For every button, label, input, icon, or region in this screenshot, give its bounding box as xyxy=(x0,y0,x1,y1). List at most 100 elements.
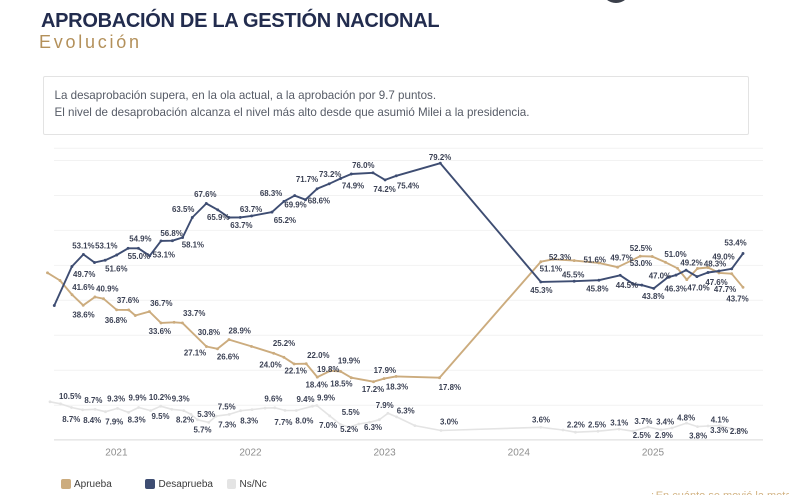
svg-text:76.0%: 76.0% xyxy=(352,161,374,170)
svg-text:9.4%: 9.4% xyxy=(297,395,315,404)
svg-text:6.3%: 6.3% xyxy=(397,406,415,415)
svg-text:10.2%: 10.2% xyxy=(149,393,171,402)
svg-text:8.4%: 8.4% xyxy=(83,416,101,425)
svg-text:3.3%: 3.3% xyxy=(710,426,728,435)
svg-text:8.2%: 8.2% xyxy=(176,416,194,425)
svg-text:75.4%: 75.4% xyxy=(397,181,419,190)
svg-text:19.8%: 19.8% xyxy=(317,365,339,374)
svg-text:3.1%: 3.1% xyxy=(610,418,628,427)
svg-text:65.2%: 65.2% xyxy=(274,216,296,225)
svg-text:79.2%: 79.2% xyxy=(429,153,451,162)
svg-text:2.5%: 2.5% xyxy=(633,431,651,440)
svg-text:67.6%: 67.6% xyxy=(194,190,216,199)
svg-text:40.9%: 40.9% xyxy=(96,284,118,293)
svg-text:53.1%: 53.1% xyxy=(153,251,175,260)
svg-text:68.6%: 68.6% xyxy=(308,196,330,205)
svg-text:63.5%: 63.5% xyxy=(172,205,194,214)
svg-text:43.7%: 43.7% xyxy=(726,295,748,304)
svg-text:2023: 2023 xyxy=(373,448,396,459)
svg-text:2.2%: 2.2% xyxy=(567,420,585,429)
svg-text:2021: 2021 xyxy=(105,448,128,459)
svg-text:9.3%: 9.3% xyxy=(172,395,190,404)
svg-text:65.9%: 65.9% xyxy=(207,213,229,222)
svg-text:17.9%: 17.9% xyxy=(374,366,396,375)
svg-text:2.5%: 2.5% xyxy=(588,420,606,429)
svg-text:9.6%: 9.6% xyxy=(264,395,282,404)
svg-text:74.9%: 74.9% xyxy=(342,182,364,191)
svg-text:8.0%: 8.0% xyxy=(295,417,313,426)
svg-text:9.5%: 9.5% xyxy=(152,412,170,421)
svg-text:18.3%: 18.3% xyxy=(386,383,408,392)
svg-text:56.8%: 56.8% xyxy=(160,229,182,238)
svg-text:7.7%: 7.7% xyxy=(274,418,292,427)
svg-text:46.3%: 46.3% xyxy=(665,284,687,293)
svg-text:2024: 2024 xyxy=(508,448,531,459)
svg-text:2022: 2022 xyxy=(239,448,262,459)
svg-text:51.6%: 51.6% xyxy=(105,265,127,274)
svg-text:41.6%: 41.6% xyxy=(72,283,94,292)
svg-text:2.9%: 2.9% xyxy=(655,431,673,440)
svg-text:7.0%: 7.0% xyxy=(319,421,337,430)
svg-text:49.2%: 49.2% xyxy=(680,259,702,268)
svg-text:47.6%: 47.6% xyxy=(705,278,727,287)
svg-text:18.5%: 18.5% xyxy=(330,380,352,389)
svg-text:44.5%: 44.5% xyxy=(616,281,638,290)
svg-text:48.3%: 48.3% xyxy=(704,260,726,269)
svg-text:36.8%: 36.8% xyxy=(105,316,127,325)
svg-text:18.4%: 18.4% xyxy=(306,381,328,390)
svg-text:63.7%: 63.7% xyxy=(240,205,262,214)
svg-text:45.5%: 45.5% xyxy=(562,270,584,279)
svg-text:7.5%: 7.5% xyxy=(218,403,236,412)
svg-text:63.7%: 63.7% xyxy=(230,221,252,230)
svg-text:49.7%: 49.7% xyxy=(73,270,95,279)
svg-text:53.1%: 53.1% xyxy=(72,242,94,251)
svg-text:33.6%: 33.6% xyxy=(149,327,171,336)
svg-text:43.8%: 43.8% xyxy=(642,292,664,301)
svg-text:5.7%: 5.7% xyxy=(194,425,212,434)
svg-text:3.6%: 3.6% xyxy=(532,416,550,425)
svg-text:37.6%: 37.6% xyxy=(117,296,139,305)
svg-text:71.7%: 71.7% xyxy=(296,175,318,184)
svg-text:17.2%: 17.2% xyxy=(362,385,384,394)
svg-text:58.1%: 58.1% xyxy=(182,241,204,250)
svg-text:47.0%: 47.0% xyxy=(687,284,709,293)
svg-text:5.2%: 5.2% xyxy=(340,425,358,434)
svg-text:74.2%: 74.2% xyxy=(373,185,395,194)
svg-text:53.4%: 53.4% xyxy=(724,239,746,248)
svg-text:8.3%: 8.3% xyxy=(240,416,258,425)
svg-text:5.5%: 5.5% xyxy=(342,408,360,417)
svg-text:3.0%: 3.0% xyxy=(440,418,458,427)
svg-text:4.8%: 4.8% xyxy=(677,413,695,422)
svg-text:26.6%: 26.6% xyxy=(217,352,239,361)
svg-text:52.3%: 52.3% xyxy=(549,253,571,262)
svg-text:3.8%: 3.8% xyxy=(689,431,707,440)
svg-text:22.1%: 22.1% xyxy=(285,367,307,376)
svg-text:8.7%: 8.7% xyxy=(84,396,102,405)
svg-text:9.9%: 9.9% xyxy=(317,394,335,403)
svg-text:5.3%: 5.3% xyxy=(197,410,215,419)
svg-text:45.3%: 45.3% xyxy=(530,286,552,295)
svg-text:49.7%: 49.7% xyxy=(610,254,632,263)
svg-text:7.3%: 7.3% xyxy=(218,420,236,429)
svg-text:52.5%: 52.5% xyxy=(630,244,652,253)
svg-text:45.8%: 45.8% xyxy=(586,284,608,293)
svg-text:8.7%: 8.7% xyxy=(62,415,80,424)
svg-text:9.9%: 9.9% xyxy=(129,394,147,403)
svg-text:22.0%: 22.0% xyxy=(307,351,329,360)
svg-text:9.3%: 9.3% xyxy=(107,395,125,404)
svg-text:51.6%: 51.6% xyxy=(584,256,606,265)
svg-text:10.5%: 10.5% xyxy=(59,392,81,401)
svg-text:55.0%: 55.0% xyxy=(128,252,150,261)
svg-text:53.0%: 53.0% xyxy=(630,259,652,268)
svg-text:27.1%: 27.1% xyxy=(184,349,206,358)
svg-text:3.7%: 3.7% xyxy=(634,417,652,426)
svg-text:30.8%: 30.8% xyxy=(198,328,220,337)
svg-text:6.3%: 6.3% xyxy=(364,423,382,432)
svg-text:8.3%: 8.3% xyxy=(128,416,146,425)
svg-text:28.9%: 28.9% xyxy=(229,327,251,336)
svg-text:7.9%: 7.9% xyxy=(105,418,123,427)
svg-text:51.1%: 51.1% xyxy=(540,264,562,273)
svg-text:4.1%: 4.1% xyxy=(711,415,729,424)
svg-text:2.8%: 2.8% xyxy=(730,427,748,436)
svg-text:49.0%: 49.0% xyxy=(712,253,734,262)
